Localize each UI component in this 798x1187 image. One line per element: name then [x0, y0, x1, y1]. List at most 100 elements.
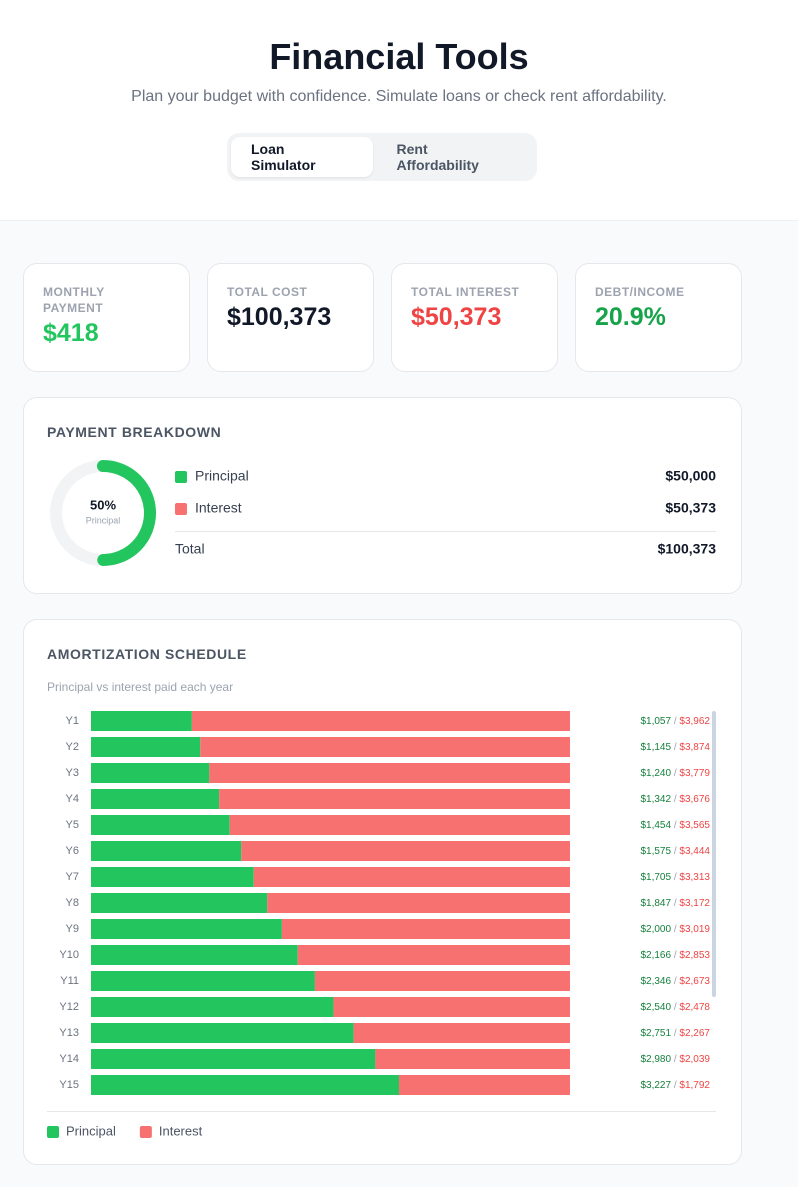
value-label: $1,342 / $3,676 — [640, 794, 710, 805]
scrollbar — [712, 711, 716, 997]
bar-segment — [229, 815, 571, 835]
breakdown-value: $50,373 — [665, 500, 716, 516]
tab-bar: Loan Simulator Rent Affordability — [227, 133, 537, 181]
separator: / — [671, 794, 679, 805]
page-subtitle: Plan your budget with confidence. Simula… — [131, 88, 667, 105]
donut-label: 50% — [90, 497, 116, 512]
value-label: $1,705 / $3,313 — [640, 872, 710, 883]
section-subtitle: Principal vs interest paid each year — [47, 680, 234, 694]
bar-segment — [333, 997, 570, 1017]
section-title: PAYMENT BREAKDOWN — [47, 424, 222, 440]
stat-card: MONTHLY PAYMENT $418 — [23, 263, 190, 372]
value-label: $1,145 / $3,874 — [640, 742, 710, 753]
value-text: $1,705 — [640, 872, 671, 883]
bar-segment — [91, 841, 242, 861]
value-text: $3,227 — [640, 1080, 671, 1091]
value-text: $1,575 — [640, 846, 671, 857]
stat-label: DEBT/INCOME — [595, 285, 685, 299]
bar-segment — [91, 1049, 376, 1069]
y-tick-label: Y12 — [59, 1001, 79, 1013]
value-label: $1,454 / $3,565 — [640, 820, 710, 831]
value-text: $2,853 — [679, 950, 710, 961]
separator: / — [671, 768, 679, 779]
section-title: AMORTIZATION SCHEDULE — [47, 646, 247, 662]
value-label: $1,847 / $3,172 — [640, 898, 710, 909]
value-label: $2,166 / $2,853 — [640, 950, 710, 961]
value-label: $2,540 / $2,478 — [640, 1002, 710, 1013]
bar-segment — [267, 893, 570, 913]
breakdown-name: Total — [175, 541, 205, 557]
stat-card: TOTAL COST $100,373 — [207, 263, 374, 372]
stat-label: TOTAL INTEREST — [411, 285, 520, 299]
value-text: $2,478 — [679, 1002, 710, 1013]
stat-card: DEBT/INCOME 20.9% — [575, 263, 742, 372]
separator: / — [671, 716, 679, 727]
value-text: $3,019 — [679, 924, 710, 935]
y-tick-label: Y5 — [66, 819, 79, 831]
value-label: $2,346 / $2,673 — [640, 976, 710, 987]
bar-segment — [353, 1023, 570, 1043]
separator: / — [671, 976, 679, 987]
breakdown-name: Principal — [195, 468, 249, 484]
separator: / — [671, 872, 679, 883]
bar-segment — [297, 945, 570, 965]
stat-value: $100,373 — [227, 303, 332, 331]
bar-segment — [219, 789, 571, 809]
value-text: $2,000 — [640, 924, 671, 935]
y-tick-label: Y9 — [66, 923, 79, 935]
y-tick-label: Y6 — [66, 845, 79, 857]
bar-segment — [398, 1075, 570, 1095]
y-tick-label: Y2 — [66, 741, 79, 753]
separator: / — [671, 1028, 679, 1039]
value-text: $1,145 — [640, 742, 671, 753]
value-text: $3,565 — [679, 820, 710, 831]
value-text: $2,751 — [640, 1028, 671, 1039]
bar-segment — [91, 867, 254, 887]
bar-segment — [375, 1049, 570, 1069]
breakdown-name: Interest — [195, 500, 242, 516]
value-text: $3,676 — [679, 794, 710, 805]
bar-segment — [91, 1075, 399, 1095]
value-text: $3,172 — [679, 898, 710, 909]
stat-value: $418 — [43, 319, 99, 347]
y-tick-label: Y4 — [66, 793, 79, 805]
page-title: Financial Tools — [269, 36, 529, 77]
y-tick-label: Y3 — [66, 767, 79, 779]
legend-swatch — [175, 471, 187, 483]
y-tick-label: Y1 — [66, 715, 79, 727]
stat-label: TOTAL COST — [227, 285, 308, 299]
stat-label: MONTHLY PAYMENT — [43, 285, 105, 315]
breakdown-total: $100,373 — [658, 541, 717, 557]
donut-caption: Principal — [86, 515, 121, 525]
value-text: $1,342 — [640, 794, 671, 805]
value-label: $1,057 / $3,962 — [640, 716, 710, 727]
value-label: $1,240 / $3,779 — [640, 768, 710, 779]
value-text: $3,874 — [679, 742, 710, 753]
bar-segment — [91, 815, 230, 835]
bar-segment — [314, 971, 570, 991]
value-text: $3,444 — [679, 846, 710, 857]
separator: / — [671, 742, 679, 753]
value-text: $3,779 — [679, 768, 710, 779]
legend-swatch — [175, 503, 187, 515]
y-tick-label: Y15 — [59, 1079, 79, 1091]
legend-label: Interest — [159, 1123, 203, 1138]
separator: / — [671, 1054, 679, 1065]
tab[interactable]: Loan Simulator — [231, 137, 373, 177]
legend-swatch — [47, 1126, 59, 1138]
bar-segment — [91, 893, 268, 913]
value-label: $2,980 / $2,039 — [640, 1054, 710, 1065]
bar-segment — [91, 919, 282, 939]
value-text: $2,267 — [679, 1028, 710, 1039]
tab[interactable]: Rent Affordability — [396, 141, 479, 173]
legend-swatch — [139, 1126, 152, 1138]
separator: / — [671, 846, 679, 857]
value-text: $2,980 — [640, 1054, 671, 1065]
bar-segment — [209, 763, 571, 783]
y-tick-label: Y13 — [59, 1027, 79, 1039]
stat-card: TOTAL INTEREST $50,373 — [391, 263, 558, 372]
value-text: $2,540 — [640, 1002, 671, 1013]
bar-segment — [91, 711, 192, 731]
amortization-card: AMORTIZATION SCHEDULE Principal vs inter… — [23, 619, 742, 1165]
y-tick-label: Y10 — [59, 949, 79, 961]
